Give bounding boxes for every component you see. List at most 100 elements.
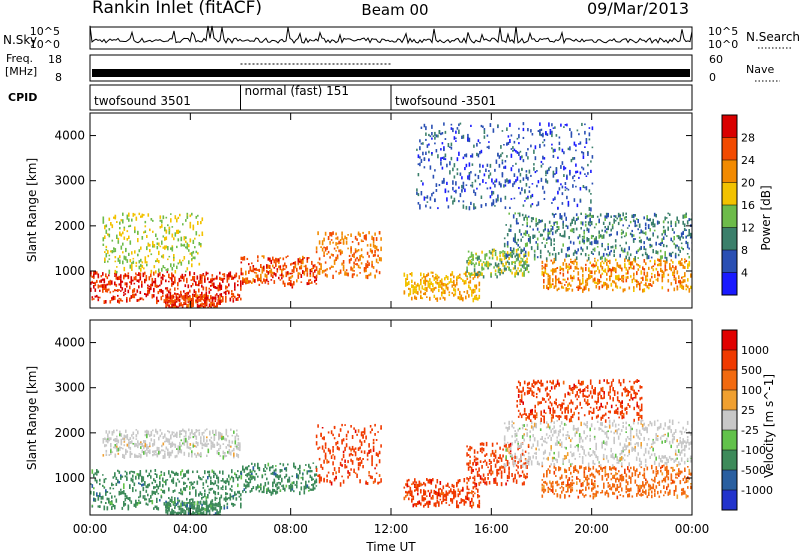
range-gate-cell	[452, 167, 454, 172]
range-gate-cell	[649, 278, 652, 282]
range-gate-cell	[341, 231, 343, 236]
range-gate-cell	[275, 273, 277, 277]
range-gate-cell	[588, 482, 590, 486]
range-gate-cell	[357, 457, 360, 461]
range-gate-cell	[254, 476, 256, 481]
range-gate-cell	[130, 276, 133, 281]
range-gate-cell	[479, 169, 481, 173]
range-gate-cell	[515, 464, 518, 467]
range-gate-cell	[138, 475, 140, 480]
range-gate-cell	[275, 472, 277, 476]
range-gate-cell	[586, 478, 589, 482]
range-gate-cell	[477, 274, 479, 279]
range-gate-cell	[275, 490, 277, 495]
range-gate-cell	[598, 269, 601, 274]
range-gate-cell	[300, 264, 303, 268]
range-gate-cell	[493, 248, 495, 252]
range-gate-cell	[178, 480, 181, 483]
range-gate-cell	[521, 155, 523, 159]
range-gate-cell	[564, 278, 566, 281]
range-gate-cell	[443, 177, 445, 182]
range-gate-cell	[487, 466, 489, 469]
range-gate-cell	[196, 303, 199, 306]
range-gate-cell	[578, 133, 580, 136]
range-gate-cell	[442, 498, 445, 502]
range-gate-cell	[605, 215, 608, 219]
range-gate-cell	[580, 287, 583, 290]
range-gate-cell	[688, 247, 690, 250]
range-gate-cell	[159, 499, 161, 502]
range-gate-cell	[625, 255, 627, 260]
range-gate-cell	[315, 274, 318, 279]
range-gate-cell	[498, 155, 501, 159]
range-gate-cell	[189, 224, 192, 229]
range-gate-cell	[251, 476, 253, 481]
range-gate-cell	[484, 264, 486, 267]
range-gate-cell	[347, 247, 349, 250]
range-gate-cell	[211, 277, 214, 282]
range-gate-cell	[205, 301, 208, 305]
range-gate-cell	[184, 510, 187, 513]
range-gate-cell	[111, 495, 113, 499]
range-gate-cell	[106, 283, 109, 286]
range-gate-cell	[368, 273, 370, 277]
range-gate-cell	[129, 264, 132, 269]
range-gate-cell	[168, 301, 170, 303]
range-gate-cell	[315, 276, 318, 281]
range-gate-cell	[443, 156, 445, 160]
range-gate-cell	[359, 480, 361, 484]
range-gate-cell	[446, 197, 448, 202]
range-gate-cell	[237, 297, 239, 300]
range-gate-cell	[205, 479, 208, 484]
range-gate-cell	[294, 465, 297, 469]
range-gate-cell	[508, 466, 510, 470]
range-gate-cell	[348, 260, 351, 264]
range-gate-cell	[585, 279, 587, 284]
range-gate-cell	[214, 294, 217, 297]
range-gate-cell	[143, 214, 145, 216]
range-gate-cell	[526, 472, 528, 475]
range-gate-cell	[580, 246, 582, 250]
range-gate-cell	[685, 235, 687, 239]
range-gate-cell	[409, 486, 412, 491]
range-gate-cell	[642, 276, 644, 281]
range-gate-cell	[135, 489, 137, 492]
range-gate-cell	[186, 470, 188, 474]
range-gate-cell	[153, 478, 155, 482]
range-gate-cell	[183, 243, 186, 247]
range-gate-cell	[141, 236, 144, 240]
range-gate-cell	[442, 485, 445, 490]
range-gate-cell	[114, 260, 117, 263]
range-gate-cell	[357, 249, 360, 252]
range-gate-cell	[518, 152, 520, 156]
range-gate-cell	[610, 246, 612, 249]
range-gate-cell	[500, 258, 503, 261]
range-gate-cell	[178, 499, 181, 502]
range-gate-cell	[597, 266, 599, 270]
range-gate-cell	[213, 503, 215, 506]
range-gate-cell	[321, 427, 324, 429]
range-gate-cell	[609, 278, 611, 282]
range-gate-cell	[123, 483, 125, 486]
range-gate-cell	[282, 463, 285, 467]
range-gate-cell	[308, 279, 310, 284]
range-gate-cell	[631, 234, 633, 237]
range-gate-cell	[180, 513, 182, 515]
range-gate-cell	[474, 485, 476, 488]
range-gate-cell	[166, 510, 169, 513]
range-gate-cell	[500, 269, 503, 274]
range-gate-cell	[169, 474, 172, 478]
range-gate-cell	[425, 204, 427, 208]
range-gate-cell	[192, 256, 195, 259]
range-gate-cell	[524, 189, 526, 194]
range-gate-cell	[183, 501, 185, 506]
range-gate-cell	[353, 427, 355, 430]
range-gate-cell	[377, 453, 379, 456]
range-gate-cell	[687, 285, 689, 289]
range-gate-cell	[608, 221, 611, 226]
range-gate-cell	[177, 282, 179, 287]
range-gate-cell	[128, 252, 130, 256]
range-gate-cell	[470, 201, 472, 205]
range-gate-cell	[546, 258, 548, 263]
range-gate-cell	[192, 226, 195, 231]
